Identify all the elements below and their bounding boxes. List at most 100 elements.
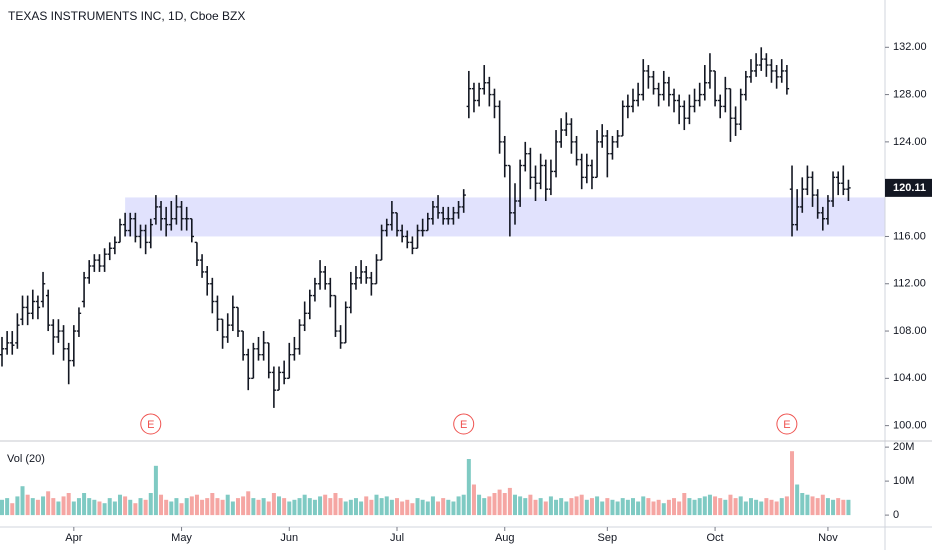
volume-bar [774, 501, 779, 516]
volume-bar [287, 501, 292, 516]
volume-bar [769, 499, 774, 516]
volume-bar [328, 498, 333, 516]
volume-bar [41, 496, 46, 516]
volume-bar [169, 501, 174, 516]
volume-bar [810, 496, 815, 516]
last-price-box [885, 178, 932, 197]
y-tick-label: 132.00 [893, 41, 927, 53]
last-price-label: 120.11 [893, 182, 926, 194]
volume-bar [728, 494, 733, 516]
volume-bar [548, 496, 553, 516]
volume-bar [15, 496, 20, 516]
volume-bar [338, 498, 343, 516]
volume-bar [282, 498, 287, 516]
volume-bar [436, 501, 441, 516]
volume-bar [143, 499, 148, 516]
volume-bar [702, 496, 707, 516]
earnings-marker [140, 413, 162, 435]
volume-bar [107, 498, 112, 516]
support-zone [125, 197, 886, 237]
volume-bar [210, 493, 215, 516]
volume-bar [395, 498, 400, 516]
volume-bar [672, 498, 677, 516]
y-tick-label: 112.00 [893, 278, 926, 290]
volume-bar [184, 498, 189, 516]
earnings-marker [776, 413, 798, 435]
volume-bar [471, 484, 476, 516]
volume-bar [92, 499, 97, 516]
volume-bar [225, 494, 230, 516]
volume-bar [790, 451, 795, 516]
volume-bar [318, 496, 323, 516]
volume-bar [297, 498, 302, 516]
volume-bar [574, 496, 579, 516]
volume-bar [312, 499, 317, 516]
volume-bar [513, 494, 517, 516]
volume-bar [235, 498, 240, 516]
volume-bar [579, 494, 584, 516]
volume-bar [441, 498, 446, 516]
volume-bar [174, 498, 179, 516]
volume-bar [256, 499, 261, 516]
volume-bar [605, 498, 610, 516]
volume-bar [215, 498, 220, 516]
volume-bar [251, 498, 256, 516]
volume-bar [800, 493, 805, 516]
volume-bar [661, 503, 666, 516]
volume-bar [554, 499, 559, 516]
volume-bar [543, 501, 548, 516]
volume-bar [507, 487, 512, 516]
volume-bar [784, 496, 789, 516]
volume-bar [697, 498, 702, 516]
volume-bar [430, 496, 435, 516]
volume-bar [589, 498, 594, 516]
volume-bar [815, 498, 820, 516]
volume-bar [5, 498, 10, 516]
y-tick-label: 128.00 [893, 88, 927, 100]
volume-bar [825, 498, 830, 516]
volume-bar [261, 498, 266, 516]
volume-bar [148, 493, 153, 516]
volume-bar [692, 499, 697, 516]
volume-bar [713, 496, 718, 516]
y2-tick-label: 10M [893, 475, 914, 487]
chart-title: TEXAS INSTRUMENTS INC, 1D, Cboe BZX [8, 9, 245, 23]
volume-bar [379, 498, 384, 516]
volume-bar [738, 496, 743, 516]
volume-bar [343, 501, 348, 516]
bar-layer [0, 47, 851, 516]
volume-bar [71, 501, 76, 516]
volume-bar [405, 499, 410, 516]
volume-bar [620, 498, 625, 516]
volume-bar [487, 496, 492, 516]
volume-bar [630, 498, 635, 516]
earnings-label: E [147, 419, 154, 431]
volume-bar [595, 496, 600, 516]
volume-bar [246, 491, 251, 516]
volume-bar [651, 501, 656, 516]
volume-bar [466, 459, 471, 516]
volume-bar [646, 498, 651, 516]
x-tick-label: Jun [280, 532, 298, 544]
volume-bar [754, 499, 759, 516]
volume-bar [410, 503, 415, 516]
volume-bar [164, 499, 169, 516]
volume-bar [0, 499, 4, 516]
volume-bar [805, 494, 810, 516]
volume-bar [333, 493, 338, 516]
x-tick-label: Sep [598, 532, 618, 544]
volume-bar [307, 498, 312, 516]
volume-bar [123, 496, 128, 516]
volume-bar [420, 499, 425, 516]
x-tick-label: Apr [65, 532, 82, 544]
volume-bar [230, 501, 235, 516]
volume-bar [707, 494, 712, 516]
volume-bar [10, 503, 15, 516]
volume-bar [153, 465, 158, 516]
volume-bar [743, 501, 748, 516]
volume-bar [66, 493, 71, 516]
volume-bar [25, 494, 30, 516]
